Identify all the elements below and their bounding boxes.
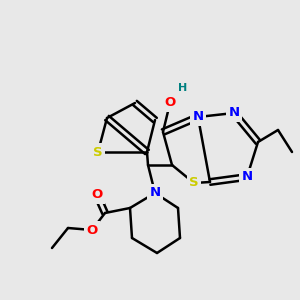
Text: N: N bbox=[149, 187, 161, 200]
Text: O: O bbox=[164, 97, 175, 110]
Text: O: O bbox=[86, 224, 98, 236]
Text: S: S bbox=[189, 176, 199, 190]
Text: N: N bbox=[242, 170, 253, 184]
Text: H: H bbox=[178, 83, 188, 93]
Text: N: N bbox=[192, 110, 204, 124]
Text: S: S bbox=[93, 146, 103, 158]
Text: N: N bbox=[228, 106, 240, 119]
Text: O: O bbox=[92, 188, 103, 202]
